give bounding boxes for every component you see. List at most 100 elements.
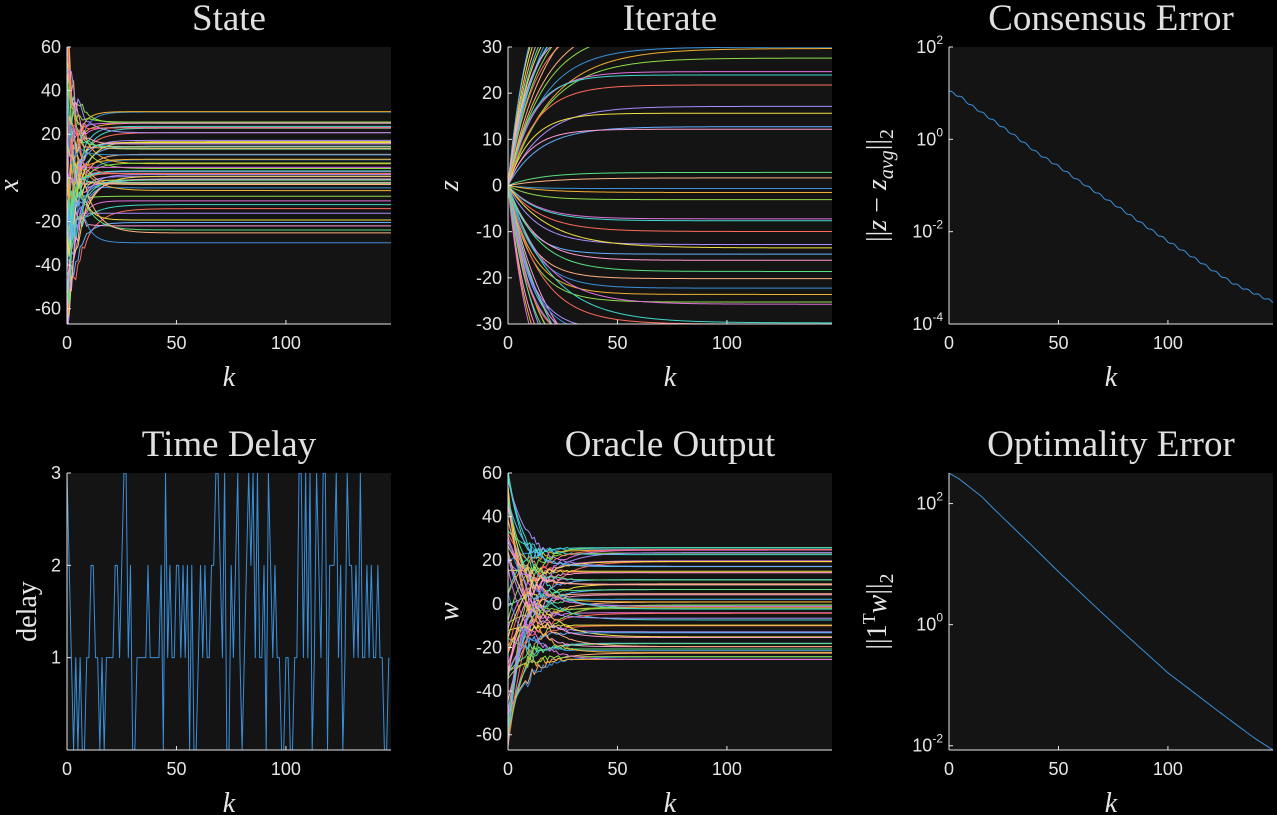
x-tick-label: 0: [503, 759, 513, 779]
oracle-series-59: [508, 545, 832, 586]
x-tick-label: 0: [944, 333, 954, 353]
x-tick-label: 100: [712, 333, 742, 353]
optimality-error-line: [949, 473, 1273, 750]
y-tick-label: -40: [476, 681, 502, 701]
oracle-series-28: [508, 530, 832, 556]
y-tick-label: -20: [35, 211, 61, 231]
state-series-33: [67, 166, 391, 227]
chart-title: Iterate: [623, 0, 717, 39]
state-series-30: [67, 198, 391, 241]
oracle-series-56: [508, 499, 832, 567]
oracle-series-34: [508, 589, 832, 607]
y-axis-label: delay: [12, 581, 43, 642]
oracle-series-54: [508, 552, 832, 717]
panel-state: State 0 50 100 60 40 20 0 -20 -40 -60 k x: [0, 0, 391, 393]
iterate-series-7: [508, 112, 832, 186]
state-series-25: [67, 101, 391, 192]
y-tick-label: 100: [916, 125, 943, 149]
y-tick-label: 60: [482, 463, 502, 483]
y-tick-label: 0: [492, 176, 502, 196]
y-tick-label: 10: [482, 129, 502, 149]
iterate-series-25: [508, 185, 832, 295]
series-group: [508, 47, 832, 324]
y-tick-label: 102: [916, 33, 943, 57]
state-series-34: [67, 117, 391, 231]
state-series-46: [67, 79, 391, 148]
panel-consensus-error: Consensus Error 0 50 100 102 100 10-2 10-4 k ||z …: [862, 0, 1273, 393]
y-axis-label: ||z − zavg||2: [862, 129, 898, 242]
state-series-41: [67, 115, 391, 170]
state-series-21: [67, 181, 391, 252]
iterate-series-21: [508, 185, 832, 261]
iterate-series-8: [508, 126, 832, 186]
oracle-series-57: [508, 572, 832, 679]
oracle-series-51: [508, 568, 832, 660]
state-series-50: [67, 162, 391, 241]
y-tick-label: 40: [482, 507, 502, 527]
state-series-40: [67, 125, 391, 272]
y-tick-label: 1: [51, 648, 61, 668]
iterate-series-38: [508, 47, 591, 186]
iterate-series-9: [508, 128, 832, 186]
y-tick-label: 20: [482, 83, 502, 103]
chart-title: Time Delay: [142, 424, 317, 465]
state-series-10: [67, 69, 391, 150]
oracle-series-42: [508, 557, 832, 619]
series-group: [949, 473, 1273, 750]
iterate-series-6: [508, 105, 832, 186]
state-series-28: [67, 204, 391, 277]
state-series-38: [67, 75, 391, 136]
y-axis-label: x: [0, 179, 25, 193]
y-tick-label: 30: [482, 37, 502, 57]
panel-optimality-error: Optimality Error 0 50 100 102 100 10-2 k ||1Tw||…: [859, 424, 1273, 815]
x-tick-label: 50: [1048, 759, 1068, 779]
state-series-22: [67, 146, 391, 198]
x-tick-label: 100: [1153, 333, 1183, 353]
x-tick-label: 100: [712, 759, 742, 779]
series-group: [508, 473, 832, 748]
state-series-53: [67, 47, 391, 175]
y-tick-label: -30: [476, 314, 502, 334]
y-tick-label: 10-4: [912, 310, 943, 334]
oracle-series-52: [508, 547, 832, 594]
iterate-series-35: [508, 47, 575, 186]
iterate-series-11: [508, 177, 832, 186]
iterate-series-28: [508, 185, 832, 324]
y-tick-label: 100: [916, 611, 943, 635]
y-tick-label: 102: [916, 490, 943, 514]
series-group: [67, 473, 390, 750]
x-tick-label: 0: [944, 759, 954, 779]
oracle-series-43: [508, 622, 832, 632]
oracle-series-19: [508, 499, 832, 638]
iterate-series-23: [508, 185, 832, 280]
x-axis-label: k: [1105, 362, 1118, 393]
panel-time-delay: Time Delay 0 50 100 3 2 1 k delay: [12, 424, 391, 815]
y-tick-label: 0: [492, 594, 502, 614]
y-tick-label: 10-2: [912, 218, 943, 242]
state-series-58: [67, 179, 391, 304]
x-tick-label: 0: [62, 759, 72, 779]
state-series-55: [67, 175, 391, 321]
iterate-series-19: [508, 185, 832, 249]
state-series-36: [67, 66, 391, 244]
x-tick-label: 50: [166, 759, 186, 779]
x-axis-label: k: [664, 788, 677, 815]
x-axis-label: k: [664, 362, 677, 393]
iterate-series-0: [508, 47, 832, 186]
iterate-series-17: [508, 185, 832, 232]
state-series-43: [67, 141, 391, 257]
y-axis-label: ||1Tw||2: [859, 573, 898, 649]
state-series-54: [67, 174, 391, 324]
state-series-35: [67, 47, 391, 234]
oracle-series-22: [508, 637, 832, 655]
oracle-series-47: [508, 551, 832, 648]
state-series-48: [67, 89, 391, 158]
iterate-series-16: [508, 185, 832, 222]
oracle-series-35: [508, 593, 832, 673]
y-tick-label: 2: [51, 555, 61, 575]
panel-oracle-output: Oracle Output 0 50 100 60 40 20 0 -20 -40 -60 k w: [434, 424, 832, 815]
state-series-29: [67, 208, 391, 324]
y-axis-label: w: [434, 602, 465, 621]
